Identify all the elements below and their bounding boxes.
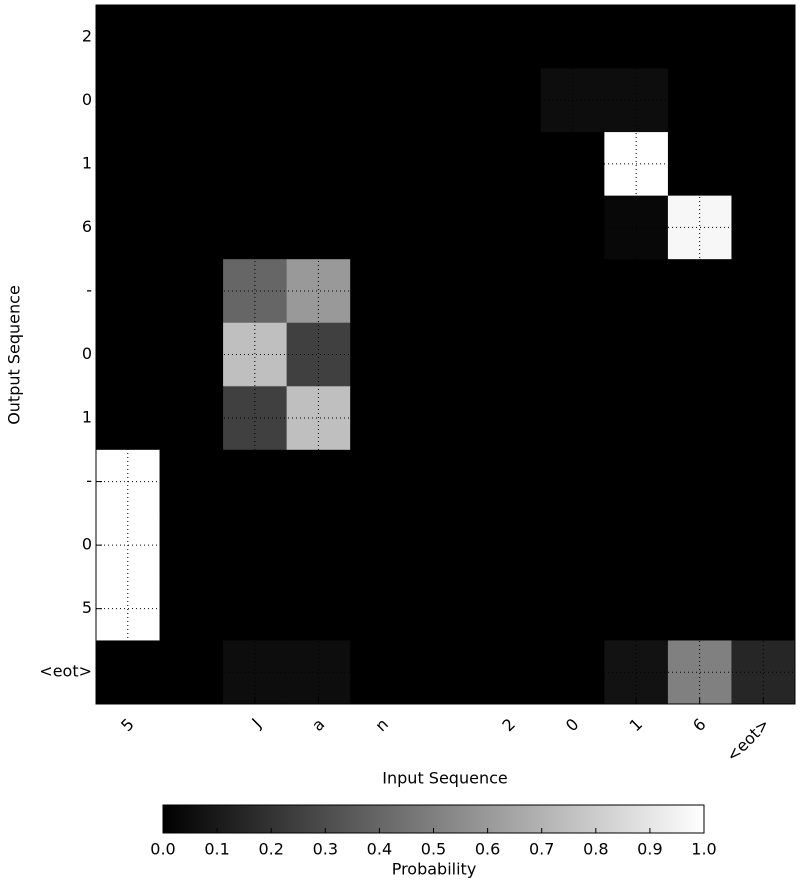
x-tick-label: 2 xyxy=(498,715,519,736)
y-tick-label: <eot> xyxy=(39,662,92,681)
cell xyxy=(667,640,732,705)
x-tick-label: a xyxy=(308,715,328,735)
y-tick-label: - xyxy=(86,280,92,299)
cell xyxy=(667,68,732,133)
x-tick-label: <eot> xyxy=(723,715,774,766)
x-tick-label: J xyxy=(247,715,264,732)
cell xyxy=(159,576,224,641)
colorbar-tick-label: 1.0 xyxy=(691,840,716,859)
cell xyxy=(667,386,732,451)
y-tick-label: 2 xyxy=(82,26,92,45)
y-tick-label: 1 xyxy=(82,153,92,172)
colorbar-tick-label: 0.7 xyxy=(529,840,554,859)
y-tick-label: 1 xyxy=(82,408,92,427)
y-axis-label: Output Sequence xyxy=(5,285,24,425)
cell xyxy=(667,576,732,641)
cell xyxy=(731,386,796,451)
cell xyxy=(731,68,796,133)
colorbar-tick-label: 0.5 xyxy=(421,840,446,859)
plot-frame xyxy=(95,4,796,705)
colorbar-tick-label: 0.1 xyxy=(204,840,229,859)
cell xyxy=(477,640,542,705)
x-tick-label: 0 xyxy=(562,715,583,736)
colorbar-tick-label: 0.3 xyxy=(313,840,338,859)
colorbar-tick-label: 0.0 xyxy=(150,840,175,859)
cell xyxy=(731,576,796,641)
y-tick-label: 0 xyxy=(82,535,92,554)
colorbar-tick-label: 0.4 xyxy=(367,840,392,859)
x-tick-label: n xyxy=(371,715,392,736)
y-tick-label: 0 xyxy=(82,344,92,363)
colorbar-tick-label: 0.9 xyxy=(637,840,662,859)
cell xyxy=(159,640,224,705)
colorbar-tick-label: 0.2 xyxy=(258,840,283,859)
colorbar-tick-label: 0.6 xyxy=(475,840,500,859)
y-tick-label: 0 xyxy=(82,90,92,109)
x-tick-label: 6 xyxy=(689,715,710,736)
cell xyxy=(477,576,542,641)
cell xyxy=(159,68,224,133)
x-tick-label: 5 xyxy=(117,715,138,736)
y-tick-label: 5 xyxy=(82,598,92,617)
colorbar-tick-label: 0.8 xyxy=(583,840,608,859)
cell xyxy=(731,640,796,705)
y-tick-label: - xyxy=(86,471,92,490)
x-axis-label: Input Sequence xyxy=(382,769,507,788)
y-tick-label: 6 xyxy=(82,217,92,236)
cell xyxy=(477,68,542,133)
cell xyxy=(477,386,542,451)
cell xyxy=(159,386,224,451)
x-tick-label: 1 xyxy=(626,715,647,736)
colorbar-label: Probability xyxy=(392,860,477,879)
